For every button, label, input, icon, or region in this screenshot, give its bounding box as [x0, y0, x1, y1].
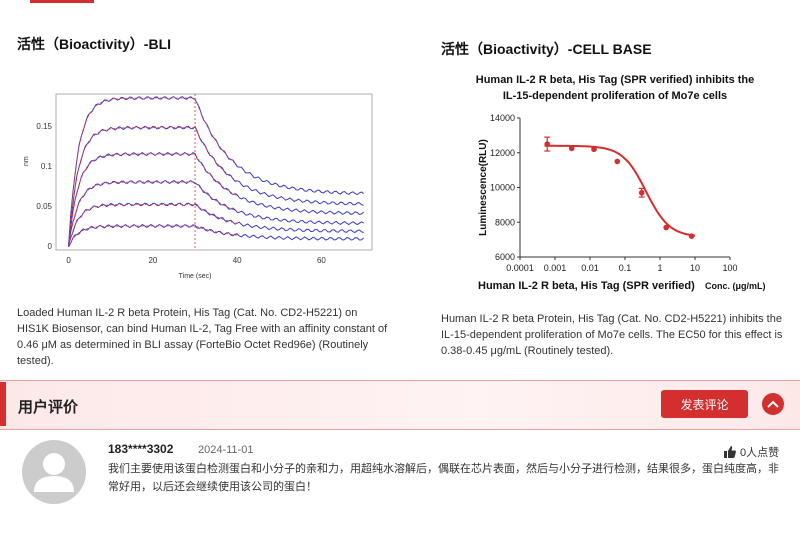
like-count: 0人点赞 — [740, 447, 780, 459]
bli-x-tick-label: 20 — [148, 256, 157, 265]
bli-sensorgram-trace — [68, 223, 364, 248]
like-button[interactable]: 0人点赞 — [724, 444, 779, 460]
cellbase-chart-title-line2: IL-15-dependent proliferation of Mo7e ce… — [503, 90, 727, 102]
cellbase-x-tick-label: 0.1 — [619, 263, 632, 273]
bli-chart: 0 0.05 0.1 0.15 0 20 40 60 Time (sec) nm — [16, 88, 376, 293]
review-username: 183****3302 — [108, 442, 174, 456]
bli-plot-area — [55, 93, 373, 251]
bli-y-tick-label: 0.15 — [36, 122, 52, 131]
bli-description: Loaded Human IL-2 R beta Protein, His Ta… — [17, 307, 388, 367]
bli-fit-curve — [68, 204, 238, 247]
cellbase-data-point — [663, 224, 669, 231]
bli-x-axis-label: Time (sec) — [179, 273, 212, 280]
bli-section-title: 活性（Bioactivity）-BLI — [17, 36, 172, 52]
bli-y-tick-label: 0.1 — [41, 162, 53, 171]
bli-sensorgram-trace — [68, 179, 364, 247]
bli-x-tick-label: 0 — [66, 256, 71, 265]
cellbase-x-axis-label: Human IL-2 R beta, His Tag (SPR verified… — [478, 280, 695, 292]
cellbase-y-tick-label: 12000 — [490, 148, 515, 158]
collapse-button[interactable] — [762, 393, 784, 415]
cellbase-description: Human IL-2 R beta Protein, His Tag (Cat.… — [441, 313, 783, 357]
bli-fit-curve — [68, 97, 238, 247]
tab-indicator — [30, 0, 94, 3]
cellbase-chart: Human IL-2 R beta, His Tag (SPR verified… — [462, 68, 792, 303]
user-icon — [34, 453, 74, 492]
cellbase-y-tick-label: 6000 — [495, 252, 515, 262]
cellbase-x-axis-unit: Conc. (μg/mL) — [705, 281, 766, 291]
cellbase-y-tick-label: 14000 — [490, 113, 515, 123]
bli-x-tick-label: 40 — [233, 256, 242, 265]
post-review-button[interactable]: 发表评论 — [661, 390, 748, 418]
review-section-title: 用户评价 — [18, 399, 79, 416]
cellbase-x-tick-label: 0.0001 — [506, 263, 534, 273]
cellbase-y-tick-label: 8000 — [495, 217, 515, 227]
avatar — [22, 440, 86, 504]
cellbase-x-tick-label: 100 — [722, 263, 737, 273]
cellbase-data-point — [638, 189, 645, 196]
cellbase-data-point — [544, 141, 551, 147]
cellbase-x-tick-label: 10 — [690, 263, 700, 273]
bli-sensorgram-trace — [68, 152, 364, 248]
review-text: 我们主要使用该蛋白检测蛋白和小分子的亲和力，用超纯水溶解后，偶联在芯片表面，然后… — [108, 463, 779, 493]
review-date: 2024-11-01 — [198, 444, 254, 456]
bli-y-axis-label: nm — [23, 156, 30, 166]
cellbase-section-title: 活性（Bioactivity）-CELL BASE — [441, 41, 652, 57]
cellbase-x-tick-label: 1 — [657, 263, 662, 273]
cellbase-data-point — [688, 233, 695, 239]
bli-y-tick-label: 0.05 — [36, 202, 52, 211]
review-header-accent — [0, 382, 6, 426]
bli-x-tick-label: 60 — [317, 256, 326, 265]
cellbase-data-point — [591, 146, 597, 153]
bli-sensorgram-trace — [68, 96, 364, 247]
bli-chart-svg: 0 0.05 0.1 0.15 0 20 40 60 Time (sec) nm — [23, 93, 373, 280]
cellbase-data-point — [568, 145, 575, 152]
chevron-up-icon — [767, 400, 779, 408]
bli-fit-curve — [68, 181, 238, 247]
cellbase-y-axis-label: Luminescence(RLU) — [478, 139, 489, 236]
cellbase-fit-curve — [544, 144, 696, 237]
cellbase-y-tick-label: 10000 — [490, 183, 515, 193]
cellbase-data-point — [614, 158, 621, 165]
bli-fit-curve — [68, 127, 238, 247]
thumbs-up-icon — [724, 446, 736, 458]
cellbase-x-tick-label: 0.001 — [544, 263, 567, 273]
bli-fit-curve — [68, 225, 238, 247]
cellbase-chart-svg: Human IL-2 R beta, His Tag (SPR verified… — [476, 74, 766, 292]
cellbase-chart-title-line1: Human IL-2 R beta, His Tag (SPR verified… — [476, 74, 755, 86]
bli-y-tick-label: 0 — [48, 242, 53, 251]
cellbase-x-tick-label: 0.01 — [581, 263, 599, 273]
bli-sensorgram-trace — [68, 125, 364, 245]
bli-fit-curve — [68, 153, 238, 247]
